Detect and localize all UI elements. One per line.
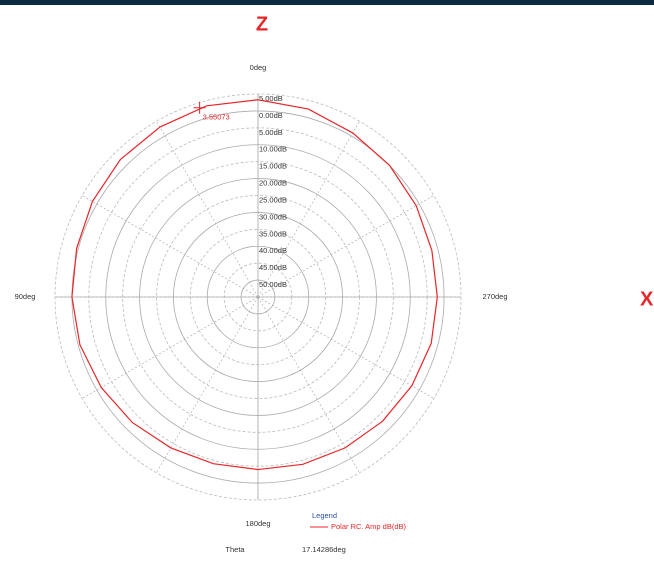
angle-tick-label: 0deg [250, 63, 267, 72]
radial-tick-label: 5.00dB [259, 94, 283, 103]
radial-tick-label: 40.00dB [259, 246, 287, 255]
z-label: Z [256, 13, 268, 35]
radial-tick-label: 10.00dB [259, 145, 287, 154]
radial-tick-label: 25.00dB [259, 195, 287, 204]
radial-tick-label: 50.00dB [259, 280, 287, 289]
radial-tick-label: 45.00dB [259, 263, 287, 272]
angle-grid-line [257, 195, 435, 298]
x-label: X [640, 288, 654, 310]
angle-grid-line [156, 120, 259, 298]
radial-tick-label: 15.00dB [259, 162, 287, 171]
series-line [71, 99, 438, 471]
radial-tick-label: 30.00dB [259, 212, 287, 221]
radial-tick-label: 5.00dB [259, 128, 283, 137]
radial-tick-label: 20.00dB [259, 179, 287, 188]
angle-tick-label: 90deg [15, 292, 36, 301]
angle-tick-label: 180deg [245, 519, 270, 528]
legend-title: Legend [312, 511, 337, 520]
angle-grid-line [257, 296, 435, 399]
angle-tick-label: 270deg [482, 292, 507, 301]
legend-entry: Polar RC. Amp dB(dB) [331, 522, 407, 531]
top-bar [0, 0, 654, 5]
theta-value: 17.14286deg [302, 545, 346, 554]
theta-label: Theta [225, 545, 245, 554]
radial-tick-label: 0.00dB [259, 111, 283, 120]
cursor-marker [193, 101, 206, 114]
cursor-value-label: 3.55073 [203, 113, 230, 122]
radial-tick-label: 35.00dB [259, 229, 287, 238]
